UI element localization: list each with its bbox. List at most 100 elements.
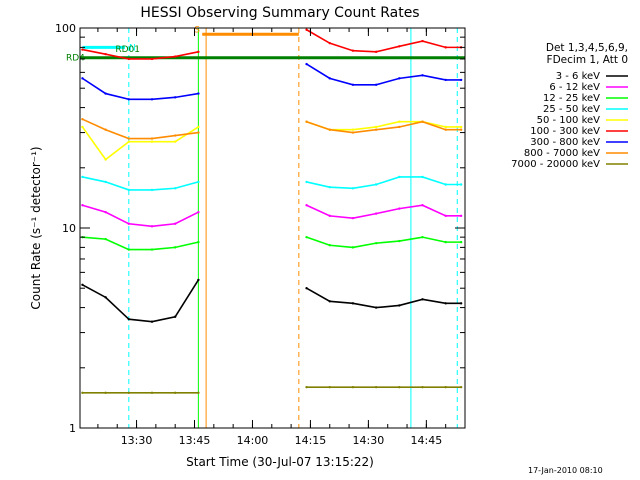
data-point (398, 207, 401, 210)
data-point (328, 214, 331, 218)
data-point (421, 298, 424, 301)
data-point (421, 235, 424, 239)
series-300-800-kev-line-0 (82, 77, 199, 101)
data-point (328, 300, 331, 303)
data-point (305, 62, 308, 66)
data-point (127, 140, 131, 143)
data-point (81, 125, 84, 129)
data-point (459, 128, 463, 131)
x-tick-label: 14:00 (237, 434, 269, 447)
data-point (444, 214, 447, 218)
legend-label: 25 - 50 keV (543, 104, 600, 115)
data-point (150, 320, 154, 323)
series-25-50-kev (81, 175, 463, 192)
data-point (374, 50, 378, 54)
data-point (150, 391, 154, 394)
data-point (173, 391, 177, 394)
data-point (104, 128, 107, 131)
data-point (398, 304, 401, 307)
series-800-7000-kev (81, 117, 463, 140)
data-point (81, 175, 84, 179)
data-point (351, 49, 355, 52)
data-point (351, 302, 355, 305)
data-point (104, 296, 107, 299)
data-point (459, 302, 463, 305)
data-point (328, 41, 331, 45)
data-point (173, 96, 177, 99)
data-point (104, 180, 107, 184)
data-point (459, 240, 463, 244)
data-point (351, 131, 355, 134)
data-point (444, 240, 447, 244)
data-point (127, 317, 131, 321)
data-point (173, 315, 177, 318)
data-point (398, 385, 401, 389)
data-point (351, 385, 355, 389)
data-point (197, 180, 200, 184)
x-tick-label: 13:45 (179, 434, 211, 447)
data-point (374, 128, 378, 131)
y-axis-label: Count Rate (s⁻¹ detector⁻¹) (29, 146, 43, 309)
data-point (197, 131, 200, 134)
data-point (104, 237, 107, 241)
data-point (197, 92, 200, 95)
series-3-6-kev-line-1 (306, 287, 462, 309)
data-point (421, 120, 424, 123)
x-tick-label: 13:30 (121, 434, 153, 447)
data-point (127, 248, 131, 251)
data-point (374, 183, 378, 186)
series-12-25-kev (81, 235, 463, 251)
data-point (150, 188, 154, 192)
data-point (351, 216, 355, 220)
data-point (150, 225, 154, 228)
data-point (197, 210, 200, 214)
data-point (459, 183, 463, 186)
legend-label: 50 - 100 keV (537, 115, 601, 126)
data-point (374, 125, 378, 129)
data-point (173, 187, 177, 190)
data-point (444, 78, 447, 82)
series-100-300-kev-line-1 (306, 29, 462, 53)
data-point (127, 391, 131, 394)
data-point (398, 175, 401, 179)
series-100-300-kev (81, 28, 463, 61)
data-point (444, 125, 447, 129)
data-point (305, 120, 308, 123)
annotation-label-rd01: RD01 (115, 45, 140, 55)
data-point (421, 39, 424, 43)
data-point (104, 158, 107, 161)
x-axis-label: Start Time (30-Jul-07 13:15:22) (186, 455, 374, 469)
data-point (421, 385, 424, 389)
x-tick-label: 14:15 (295, 434, 327, 447)
data-point (351, 187, 355, 190)
data-point (374, 241, 378, 245)
data-point (459, 214, 463, 218)
data-point (173, 246, 177, 249)
data-point (197, 278, 200, 282)
data-point (459, 125, 463, 129)
series-12-25-kev-line-1 (306, 236, 462, 249)
data-point (104, 52, 107, 56)
data-point (328, 244, 331, 247)
data-point (173, 140, 177, 143)
data-point (127, 137, 131, 140)
series-3-6-kev (81, 278, 463, 323)
data-point (421, 175, 424, 179)
chart-title: HESSI Observing Summary Count Rates (140, 5, 419, 21)
data-point (374, 385, 378, 389)
series-6-12-kev (81, 204, 463, 228)
data-point (328, 385, 331, 389)
data-point (173, 134, 177, 137)
footer-stamp: 17-Jan-2010 08:10 (528, 466, 603, 475)
data-point (328, 185, 331, 189)
data-point (305, 28, 308, 31)
data-point (81, 48, 84, 51)
legend-label: 800 - 7000 keV (524, 148, 600, 159)
data-point (328, 77, 331, 80)
legend-label: 3 - 6 keV (556, 71, 600, 82)
legend-header-line: Det 1,3,4,5,6,9, (546, 42, 628, 54)
x-axis: 13:30 13:45 14:00 14:15 14:30 14:45 (97, 28, 466, 447)
data-point (444, 128, 447, 131)
series-300-800-kev (81, 62, 463, 101)
